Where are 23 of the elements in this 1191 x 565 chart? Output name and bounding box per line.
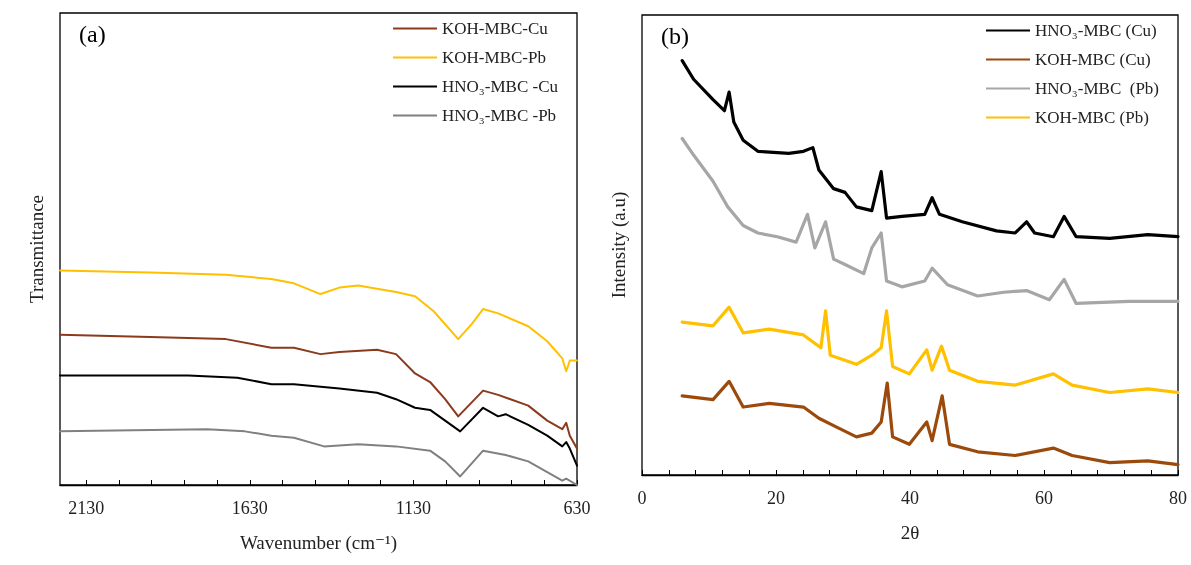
legend-label: KOH-MBC (Pb) <box>1035 108 1149 127</box>
legend-label: KOH-MBC-Pb <box>442 48 546 67</box>
y-axis-title: Intensity (a.u) <box>608 191 630 299</box>
x-tick-label: 20 <box>767 488 785 508</box>
legend-label: HNO₃-MBC (Pb) <box>1035 79 1160 98</box>
legend-label: HNO₃-MBC -Pb <box>442 106 557 125</box>
chart-title: (b) <box>661 23 689 49</box>
x-axis-title: Wavenumber (cm⁻¹) <box>239 532 398 554</box>
x-tick-label: 2130 <box>68 498 105 518</box>
legend-label: KOH-MBC-Cu <box>442 19 549 38</box>
x-tick-label: 0 <box>637 488 647 508</box>
x-tick-label: 60 <box>1035 488 1053 508</box>
x-tick-label: 40 <box>901 488 919 508</box>
y-axis-title: Transmittance <box>26 194 47 304</box>
x-tick-label: 80 <box>1169 488 1187 508</box>
x-axis-title: 2θ <box>900 522 920 543</box>
legend-label: KOH-MBC (Cu) <box>1035 50 1151 69</box>
x-tick-label: 1630 <box>231 498 268 518</box>
x-tick-label: 630 <box>563 498 591 518</box>
chart-title: (a) <box>79 21 106 47</box>
x-tick-label: 1130 <box>395 498 432 518</box>
legend-label: HNO₃-MBC -Cu <box>442 77 559 96</box>
legend-label: HNO₃-MBC (Cu) <box>1035 21 1157 40</box>
